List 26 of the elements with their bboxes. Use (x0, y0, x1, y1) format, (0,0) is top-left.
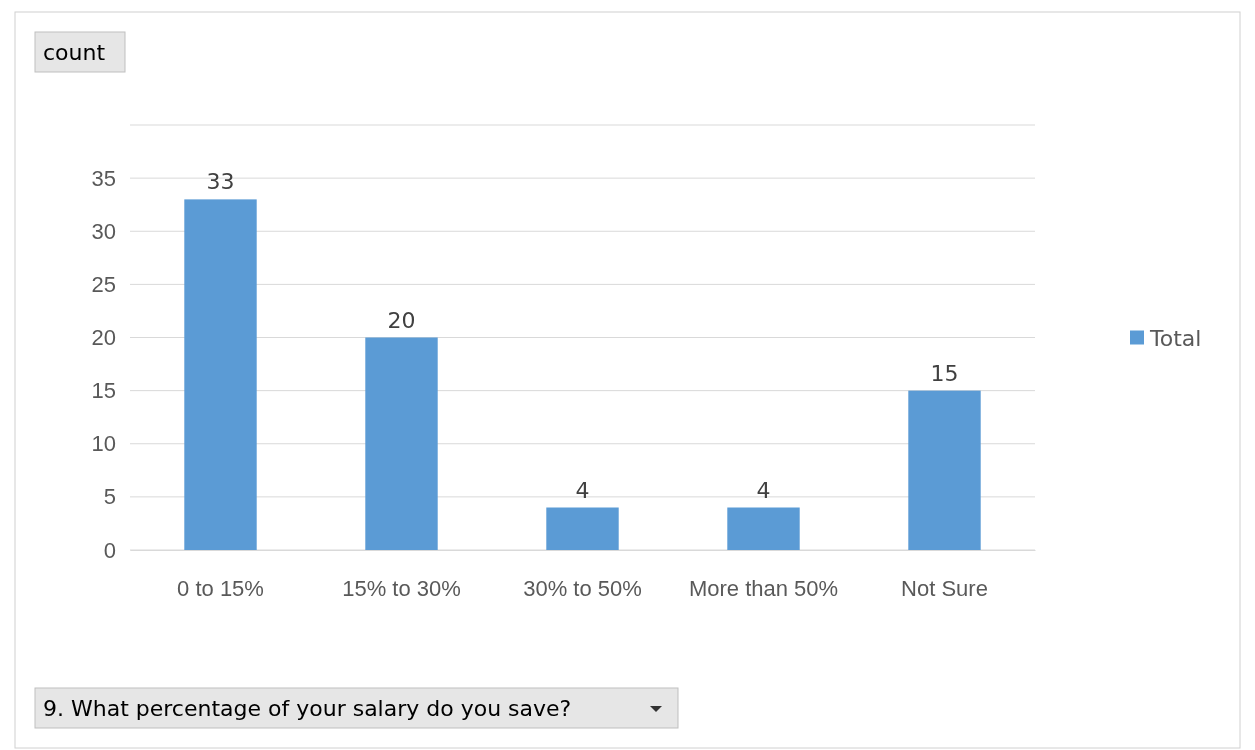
x-tick-label: 30% to 50% (523, 575, 642, 601)
x-axis-title: 9. What percentage of your salary do you save? (43, 696, 572, 721)
bar (365, 337, 438, 550)
y-tick-label: 5 (103, 484, 116, 510)
y-tick-label: 20 (91, 325, 116, 351)
bar (908, 390, 981, 550)
data-label: 4 (575, 477, 590, 503)
x-tick-label: More than 50% (688, 575, 839, 601)
data-label: 4 (756, 477, 771, 503)
data-label: 20 (387, 307, 416, 333)
y-tick-label: 15 (91, 378, 116, 404)
legend-label: Total (1149, 325, 1202, 351)
y-tick-label: 25 (91, 271, 116, 297)
y-tick-label: 10 (91, 431, 116, 457)
y-tick-label: 0 (103, 537, 116, 563)
y-tick-label: 35 (91, 165, 116, 191)
y-tick-label: 30 (91, 218, 116, 244)
data-label: 15 (930, 360, 959, 386)
x-tick-label: Not Sure (901, 575, 988, 601)
y-axis-title: count (43, 40, 106, 65)
data-label: 33 (206, 169, 235, 195)
bar (546, 507, 619, 550)
bar (184, 199, 257, 550)
x-tick-label: 15% to 30% (342, 575, 461, 601)
x-tick-label: 0 to 15% (177, 575, 264, 601)
bar (727, 507, 800, 550)
